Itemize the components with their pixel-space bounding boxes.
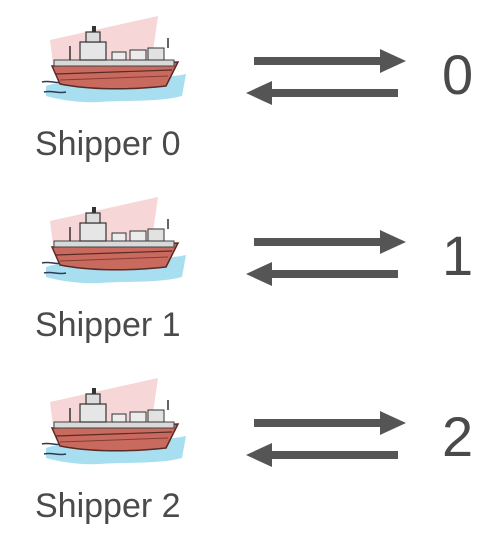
shipper-row-0: Shipper 0 0 — [0, 0, 501, 181]
bidirectional-arrows-icon — [246, 411, 406, 467]
cargo-ship-icon — [41, 15, 187, 103]
shipper-label: Shipper 2 — [35, 487, 181, 525]
cargo-ship-icon — [41, 377, 187, 465]
shipper-row-2: Shipper 2 2 — [0, 362, 501, 543]
shipper-label: Shipper 1 — [35, 306, 181, 344]
port-number: 0 — [442, 43, 474, 106]
bidirectional-arrows-icon — [246, 49, 406, 105]
bidirectional-arrows-icon — [246, 230, 406, 286]
shipper-label: Shipper 0 — [35, 125, 181, 163]
port-number: 1 — [442, 224, 474, 287]
port-number: 2 — [442, 405, 474, 468]
shipper-row-1: Shipper 1 1 — [0, 181, 501, 362]
cargo-ship-icon — [41, 196, 187, 284]
